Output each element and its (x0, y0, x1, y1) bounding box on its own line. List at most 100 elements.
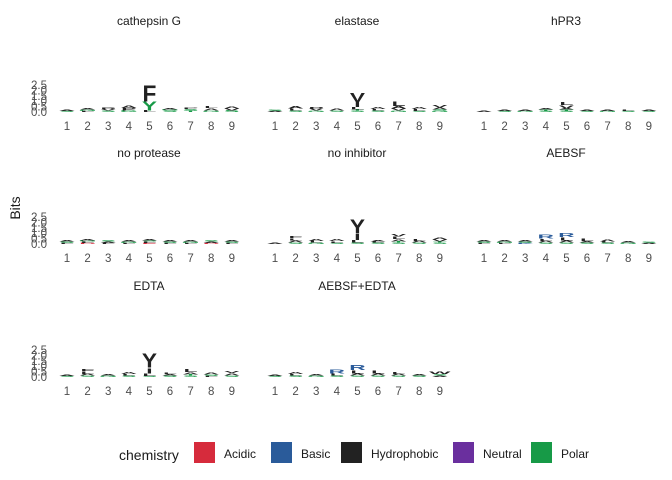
logo-letter: S (329, 110, 345, 112)
logo-letter: S (329, 243, 345, 245)
logo-letter: S (412, 242, 428, 244)
logo-letter: L (289, 108, 303, 111)
x-tick-label: 4 (126, 253, 133, 265)
logo-letter: L (309, 241, 323, 244)
logo-letter: S (224, 110, 239, 113)
logo-letter: L (142, 373, 156, 377)
logo-letter: S (579, 111, 595, 113)
logo-letter: A (182, 372, 199, 375)
logo-letter: L (330, 373, 344, 376)
logo-letter: T (392, 241, 406, 243)
x-tick-label: 8 (416, 253, 422, 265)
x-tick-label: 5 (563, 121, 569, 133)
logo-letter: S (80, 375, 96, 377)
panel-title: cathepsin G (117, 14, 181, 28)
legend-label: Basic (301, 447, 330, 461)
logo-letter: L (350, 369, 364, 374)
logo-letter: A (432, 237, 449, 240)
x-tick-label: 5 (354, 386, 360, 398)
logo-letter: A (59, 374, 76, 376)
logo-letter: D (79, 243, 95, 245)
logo-letter: G (120, 241, 138, 243)
logo-letter: G (619, 242, 637, 244)
logo-letter: L (371, 369, 385, 374)
logo-letter: G (307, 110, 325, 112)
logo-letter: A (121, 372, 138, 375)
logo-letter: L (350, 239, 364, 243)
logo-letter: L (392, 372, 406, 375)
logo-letter: A (349, 373, 366, 376)
logo-letter: A (476, 111, 493, 113)
logo-letter: A (517, 240, 534, 242)
logo-letter: L (412, 239, 426, 242)
logo-letter: A (496, 240, 513, 242)
logo-letter: A (267, 111, 284, 113)
logo-panel: cathepsin G0.00.51.01.52.02.51 2 3 4 5 6 7 8 9SA… (31, 14, 240, 133)
logo-letter: S (162, 110, 178, 112)
logo-letter: A (517, 109, 534, 111)
x-tick-label: 1 (64, 253, 70, 265)
x-tick-label: 5 (354, 253, 360, 265)
y-tick-label: 1.0 (31, 96, 47, 108)
logo-letter: A (203, 372, 220, 375)
x-tick-label: 2 (501, 253, 507, 265)
logo-letter: S (183, 375, 199, 377)
x-tick-label: 8 (416, 386, 422, 398)
x-tick-label: 2 (84, 386, 90, 398)
logo-letter: A (432, 107, 449, 110)
x-tick-label: 6 (584, 253, 590, 265)
x-tick-label: 8 (625, 121, 631, 133)
logo-letter: S (59, 111, 75, 113)
x-tick-label: 9 (229, 121, 235, 133)
logo-letter: A (411, 106, 428, 109)
logo-letter: A (538, 108, 555, 110)
logo-letter: L (621, 109, 635, 111)
logo-letter: S (350, 375, 366, 377)
logo-letter: S (497, 111, 513, 113)
x-tick-label: 9 (646, 121, 652, 133)
logo-letter: S (288, 375, 304, 377)
logo-letter: G (79, 240, 97, 242)
logo-letter: L (580, 238, 594, 242)
logo-letter: A (224, 240, 241, 242)
legend-label: Hydrophobic (371, 447, 438, 461)
legend-key-basic (271, 442, 292, 463)
x-tick-label: 2 (84, 121, 90, 133)
x-tick-label: 8 (416, 121, 422, 133)
logo-letter: A (121, 105, 138, 109)
legend: chemistry Acidic Basic Hydrophobic Neutral P… (119, 442, 589, 463)
y-tick-label: 2.5 (31, 212, 47, 224)
logo-letter: F (81, 369, 95, 373)
x-tick-label: 8 (208, 386, 214, 398)
logo-letter: S (621, 111, 637, 113)
logo-letter: A (558, 108, 575, 110)
logo-letter: R (558, 232, 575, 238)
y-tick-label: 1.5 (31, 223, 47, 235)
legend-key-neutral (453, 442, 474, 463)
logo-letter: S (224, 241, 240, 243)
logo-letter: A (370, 107, 387, 110)
logo-letter: G (182, 241, 200, 243)
logo-letter: L (122, 374, 136, 376)
logo-letter: S (350, 242, 366, 244)
logo-letter: G (307, 242, 325, 244)
logo-letter: S (432, 374, 447, 376)
y-tick-label: 2.0 (31, 350, 47, 362)
y-tick-label: 1.5 (31, 356, 47, 368)
logo-letter: A (182, 240, 199, 242)
logo-letter: S (432, 242, 448, 244)
legend-key-polar (531, 442, 552, 463)
logo-letter: A (390, 105, 407, 109)
logo-letter: A (620, 241, 637, 243)
logo-letter: L (142, 241, 156, 243)
logo-letter: P (101, 107, 116, 110)
x-tick-label: 8 (208, 253, 214, 265)
logo-letter: G (79, 109, 97, 111)
logo-letter: S (370, 110, 386, 112)
logo-letter: S (641, 241, 657, 243)
panel-title: AEBSF (546, 146, 585, 160)
logo-letter: F (142, 80, 156, 106)
logo-letter: A (308, 374, 325, 376)
logo-letter: A (411, 374, 428, 376)
